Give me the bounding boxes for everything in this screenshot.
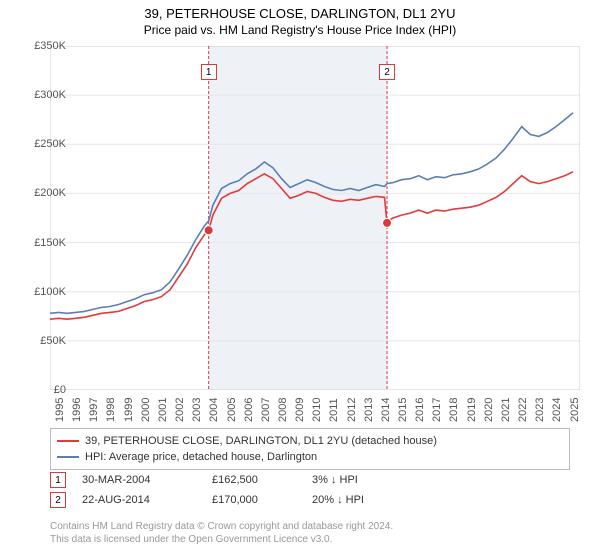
x-tick-label: 2016 [414,398,426,422]
y-tick-label: £50K [20,335,66,347]
sale-price: £162,500 [212,474,312,486]
sale-delta: 3% ↓ HPI [312,474,432,486]
x-tick-label: 2012 [346,398,358,422]
legend-item: HPI: Average price, detached house, Darl… [57,449,563,465]
x-tick-label: 2002 [174,398,186,422]
chart-container: 39, PETERHOUSE CLOSE, DARLINGTON, DL1 2Y… [0,0,600,560]
sale-date: 22-AUG-2014 [82,494,212,506]
x-tick-label: 2022 [517,398,529,422]
x-tick-label: 2020 [483,398,495,422]
chart-subtitle: Price paid vs. HM Land Registry's House … [0,21,600,37]
y-tick-label: £300K [20,89,66,101]
sale-marker-badge: 2 [50,492,66,508]
chart-svg [50,46,580,390]
x-tick-label: 2014 [380,398,392,422]
x-tick-label: 2006 [243,398,255,422]
sale-marker-badge: 1 [50,472,66,488]
x-tick-label: 1997 [88,398,100,422]
legend-label: HPI: Average price, detached house, Darl… [85,451,317,463]
footnote-line: Contains HM Land Registry data © Crown c… [50,521,393,532]
x-tick-label: 2005 [226,398,238,422]
sales-table: 1 30-MAR-2004 £162,500 3% ↓ HPI 2 22-AUG… [50,470,570,510]
x-tick-label: 1998 [105,398,117,422]
chart-title: 39, PETERHOUSE CLOSE, DARLINGTON, DL1 2Y… [0,0,600,21]
y-tick-label: £350K [20,40,66,52]
x-tick-label: 2008 [277,398,289,422]
x-tick-label: 2019 [466,398,478,422]
x-tick-label: 2018 [448,398,460,422]
y-tick-label: £0 [20,384,66,396]
table-row: 1 30-MAR-2004 £162,500 3% ↓ HPI [50,470,570,490]
x-tick-label: 2013 [363,398,375,422]
chart-plot-area [50,46,580,390]
y-tick-label: £200K [20,187,66,199]
x-tick-label: 2023 [534,398,546,422]
x-tick-label: 2017 [431,398,443,422]
x-tick-label: 2011 [328,398,340,422]
x-tick-label: 2010 [311,398,323,422]
sale-price: £170,000 [212,494,312,506]
x-tick-label: 2025 [569,398,581,422]
x-tick-label: 2015 [397,398,409,422]
y-tick-label: £150K [20,237,66,249]
chart-marker-badge: 1 [201,64,217,80]
y-tick-label: £100K [20,286,66,298]
x-tick-label: 2003 [191,398,203,422]
x-tick-label: 1999 [123,398,135,422]
footnote-line: This data is licensed under the Open Gov… [50,534,332,545]
sale-date: 30-MAR-2004 [82,474,212,486]
x-tick-label: 2004 [208,398,220,422]
y-tick-label: £250K [20,138,66,150]
x-tick-label: 2021 [500,398,512,422]
x-tick-label: 2024 [551,398,563,422]
x-tick-label: 2007 [260,398,272,422]
table-row: 2 22-AUG-2014 £170,000 20% ↓ HPI [50,490,570,510]
x-tick-label: 1995 [54,398,66,422]
legend-label: 39, PETERHOUSE CLOSE, DARLINGTON, DL1 2Y… [85,435,437,447]
legend-swatch-icon [57,456,79,458]
legend-item: 39, PETERHOUSE CLOSE, DARLINGTON, DL1 2Y… [57,433,563,449]
x-tick-label: 2000 [140,398,152,422]
x-tick-label: 2001 [157,398,169,422]
x-tick-label: 1996 [71,398,83,422]
chart-marker-badge: 2 [379,64,395,80]
x-tick-label: 2009 [294,398,306,422]
legend: 39, PETERHOUSE CLOSE, DARLINGTON, DL1 2Y… [50,428,570,470]
footnote: Contains HM Land Registry data © Crown c… [50,520,570,546]
sale-delta: 20% ↓ HPI [312,494,432,506]
legend-swatch-icon [57,440,79,442]
